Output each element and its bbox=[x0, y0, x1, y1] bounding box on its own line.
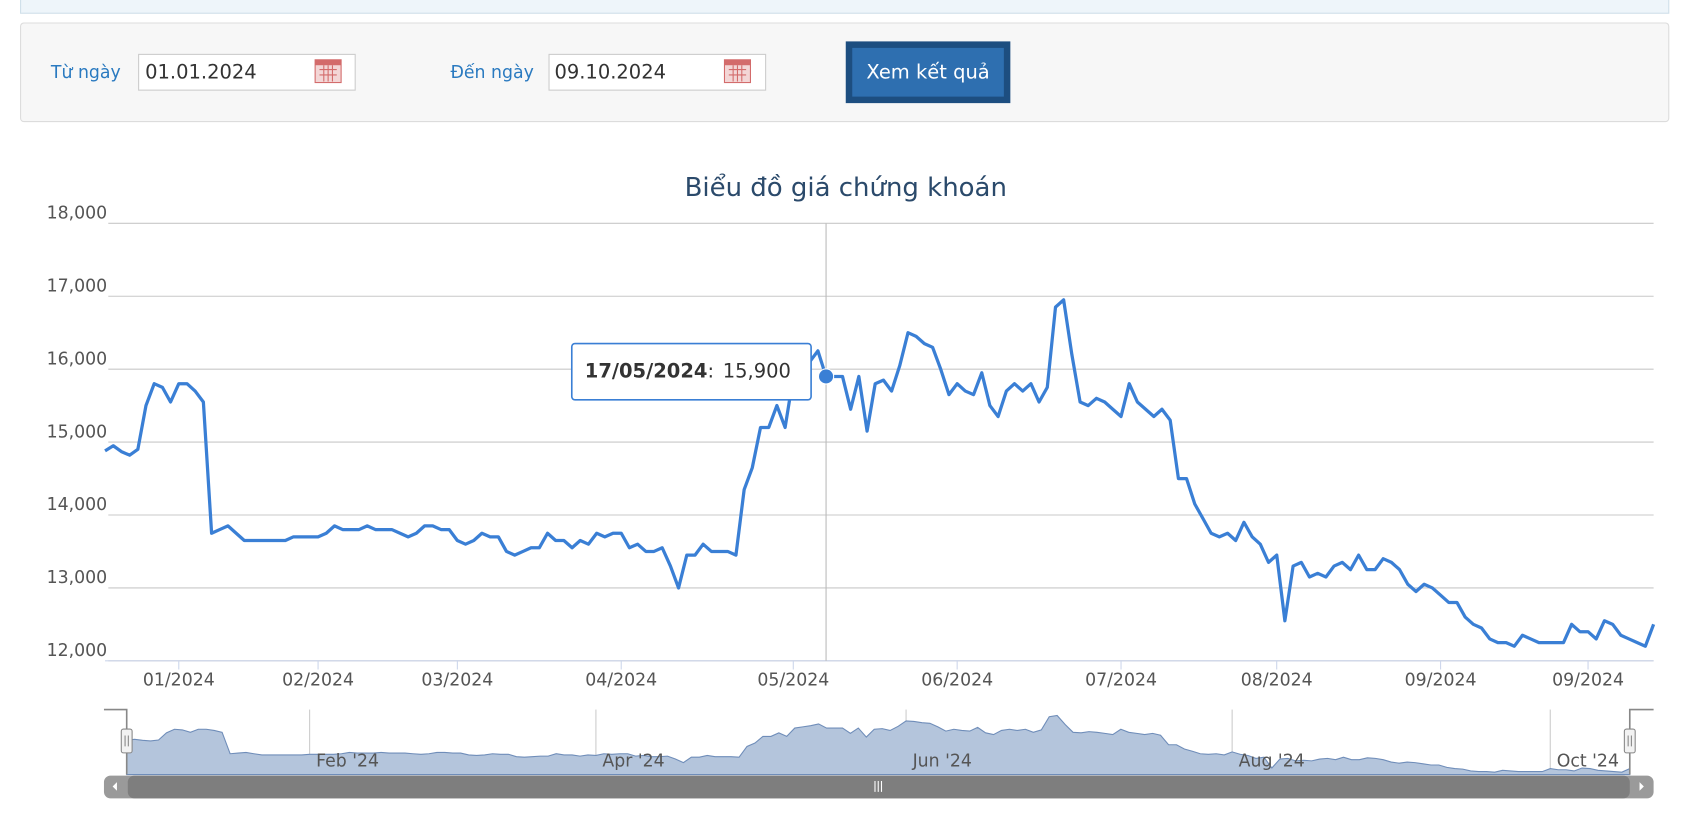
y-tick-label: 16,000 bbox=[47, 349, 108, 369]
navigator-handle[interactable] bbox=[120, 728, 133, 754]
tooltip-part: : bbox=[707, 359, 714, 382]
handle-grip bbox=[1627, 735, 1632, 747]
tooltip-text: 17/05/2024: 15,900 bbox=[585, 359, 791, 382]
x-tick-label: 03/2024 bbox=[421, 670, 493, 690]
to-label: Đến ngày bbox=[450, 62, 533, 83]
tooltip-point bbox=[817, 368, 835, 385]
x-tick-label: 04/2024 bbox=[585, 670, 657, 690]
x-tick-label: 09/2024 bbox=[1552, 670, 1624, 690]
x-tick-label: 01/2024 bbox=[143, 670, 215, 690]
tooltip-value: 15,900 bbox=[723, 359, 791, 382]
to-value: 09.10.2024 bbox=[554, 60, 666, 83]
tooltip-part: 17/05/2024 bbox=[585, 359, 708, 382]
x-tick-label: 06/2024 bbox=[921, 670, 993, 690]
submit-button[interactable]: Xem kết quả bbox=[845, 41, 1011, 104]
y-tick-label: 18,000 bbox=[47, 204, 108, 224]
navigator-label: Apr '24 bbox=[602, 752, 664, 772]
navigator-label: Feb '24 bbox=[316, 752, 379, 772]
calendar-icon[interactable] bbox=[723, 59, 751, 84]
x-tick-label: 05/2024 bbox=[757, 670, 829, 690]
chart-title: Biểu đồ giá chứng khoán bbox=[685, 172, 1007, 203]
top-strip bbox=[20, 0, 1670, 14]
calendar-icon[interactable] bbox=[314, 59, 342, 84]
x-tick-label: 08/2024 bbox=[1241, 670, 1313, 690]
button-label: Xem kết quả bbox=[866, 60, 989, 83]
scrollbar-grip bbox=[874, 781, 883, 792]
x-tick-label: 07/2024 bbox=[1085, 670, 1157, 690]
navigator-label: Jun '24 bbox=[912, 752, 972, 772]
filter-panel bbox=[20, 22, 1670, 123]
y-tick-label: 13,000 bbox=[47, 568, 108, 588]
navigator-area bbox=[126, 714, 1631, 776]
handle-body bbox=[1623, 728, 1636, 754]
y-tick-label: 17,000 bbox=[47, 276, 108, 296]
plot: 12,000 13,000 14,000 15,000 16,000 17,000 18,0… bbox=[47, 204, 1656, 799]
x-tick-label: 02/2024 bbox=[282, 670, 354, 690]
tooltip: 17/05/2024: 15,900 bbox=[570, 342, 812, 401]
y-tick-label: 14,000 bbox=[47, 495, 108, 515]
from-label: Từ ngày bbox=[50, 63, 121, 83]
navigator-label: Oct '24 bbox=[1557, 752, 1619, 772]
navigator-handle[interactable] bbox=[1623, 728, 1636, 754]
from-value: 01.01.2024 bbox=[145, 60, 257, 83]
price-line bbox=[104, 298, 1656, 648]
navigator-label: Aug '24 bbox=[1239, 752, 1305, 772]
handle-grip bbox=[124, 735, 129, 747]
tooltip-box bbox=[570, 342, 812, 401]
handle-body bbox=[120, 728, 133, 754]
y-tick-label: 12,000 bbox=[47, 641, 108, 661]
scrollbar[interactable] bbox=[103, 775, 1654, 799]
x-tick-label: 09/2024 bbox=[1405, 670, 1477, 690]
y-tick-label: 15,000 bbox=[47, 422, 108, 442]
